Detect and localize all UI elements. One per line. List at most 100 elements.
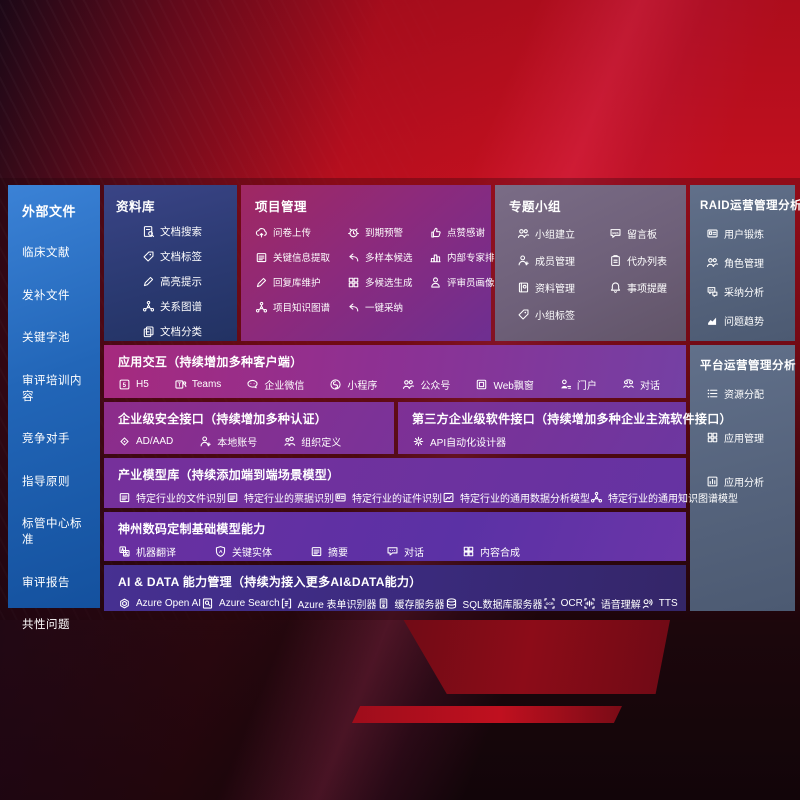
item-label: 留言板 — [627, 230, 657, 241]
feature-item: 问卷上传 — [255, 225, 343, 239]
svg-text:T: T — [178, 383, 182, 389]
panel-title: RAID运营管理分析 — [700, 200, 800, 212]
item-label: TTS — [658, 598, 678, 609]
feature-item: 回复库维护 — [255, 275, 343, 289]
feature-item: 公众号 — [402, 377, 450, 392]
item-label: 项目知识图谱 — [273, 303, 331, 314]
row-enterprise-security: 企业级安全接口（持续增加多种认证） AD/AAD 本地账号 组织定义 — [104, 402, 394, 454]
feature-item: 对话 — [622, 377, 660, 392]
feature-item: 文档标签 — [142, 247, 229, 266]
clipboard-icon — [609, 254, 622, 267]
feature-item: 用户锻炼 — [706, 226, 789, 241]
custom-base-model-list: 机器翻译 A 关键实体 摘要 对话 内容合成 — [118, 544, 674, 559]
feature-item: 内部专家排名 — [429, 250, 504, 264]
feature-item: 本地账号 — [199, 434, 257, 449]
doc-lines-icon — [255, 251, 268, 264]
item-label: 本地账号 — [217, 438, 258, 449]
doc-lines-icon — [310, 545, 323, 558]
feature-item: 特定行业的票据识别 — [226, 490, 334, 505]
person-add-icon — [517, 254, 530, 267]
chat-qa-icon: QA — [706, 285, 719, 298]
pencil-icon — [255, 276, 268, 289]
feature-item: API自动化设计器 — [412, 434, 506, 449]
item-label: 公众号 — [420, 381, 451, 392]
item-label: 回复库维护 — [273, 278, 321, 289]
panel-raid-ops-analysis: RAID运营管理分析 用户锻炼 角色管理 QA 采纳分析 问题趋势 — [690, 185, 800, 341]
app-interaction-list: 5 H5 T Teams 企业微信 小程序 公众号 — [118, 377, 674, 392]
item-label: 企业微信 — [264, 381, 305, 392]
item-label: 关键信息提取 — [273, 253, 331, 264]
svg-text:QA: QA — [709, 288, 714, 292]
item-label: 应用分析 — [724, 478, 764, 489]
doc-search-icon — [142, 225, 155, 238]
feature-item: 内容合成 — [462, 544, 520, 559]
image-chart-icon — [442, 491, 455, 504]
feature-item: 摘要 — [310, 544, 348, 559]
item-label: 问题趋势 — [724, 317, 764, 328]
chat-multi-icon — [622, 378, 635, 391]
doc-lines-icon — [226, 491, 239, 504]
item-label: 竞争对手 — [22, 433, 70, 445]
raid-ops-list: 用户锻炼 角色管理 QA 采纳分析 问题趋势 — [700, 226, 789, 328]
feature-item: 小组标签 — [517, 307, 601, 322]
item-label: 小组标签 — [535, 311, 575, 322]
alarm-icon — [347, 226, 360, 239]
id-card-icon — [334, 491, 347, 504]
feature-item: 问题趋势 — [706, 313, 789, 328]
feature-item: 特定行业的文件识别 — [118, 490, 226, 505]
feature-item: 代办列表 — [609, 253, 678, 268]
item-label: 内容合成 — [480, 548, 520, 559]
feature-item: 关系图谱 — [142, 297, 229, 316]
puzzle-icon — [462, 545, 475, 558]
panel-repository: 资料库 文档搜索 文档标签 高亮提示 关系图谱 — [104, 185, 237, 341]
sidebar-item: 标管中心标准 — [22, 515, 92, 547]
tag-icon — [517, 308, 530, 321]
sidebar-item: 审评报告 — [22, 574, 92, 590]
feature-item: 应用分析 — [706, 474, 789, 489]
chat-icon — [386, 545, 399, 558]
feature-item: Azure Search — [201, 597, 280, 610]
item-label: 临床文献 — [22, 247, 70, 259]
item-label: H5 — [136, 379, 149, 390]
sidebar-item: 关键字池 — [22, 329, 92, 345]
item-label: 问卷上传 — [273, 228, 312, 239]
feature-item: 5 H5 — [118, 378, 149, 391]
item-label: 文档搜索 — [160, 226, 202, 238]
sidebar-item: 共性问题 — [22, 616, 92, 632]
bell-icon — [609, 281, 622, 294]
item-label: 成员管理 — [535, 257, 575, 268]
server-icon — [377, 597, 390, 610]
feature-item: 特定行业的通用数据分析模型 — [442, 490, 590, 505]
feature-item: Azure 表单识别器 — [280, 596, 377, 611]
feature-item: 事项提醒 — [609, 280, 678, 295]
translate-icon — [118, 545, 131, 558]
item-label: 关系图谱 — [160, 301, 202, 313]
reply-icon — [347, 301, 360, 314]
item-label: 审评培训内容 — [22, 374, 82, 403]
feature-item: Web飘窗 — [475, 377, 534, 392]
reply-icon — [347, 251, 360, 264]
feature-item: QA 采纳分析 — [706, 284, 789, 299]
panel-title: 资料库 — [116, 200, 156, 214]
sidebar-item: 审评培训内容 — [22, 372, 92, 404]
row-thirdparty-software: 第三方企业级软件接口（持续增加多种企业主流软件接口） API自动化设计器 — [398, 402, 732, 454]
sidebar-item: 竞争对手 — [22, 430, 92, 446]
item-label: 对话 — [404, 548, 424, 559]
item-label: 特定行业的通用知识图谱模型 — [608, 494, 738, 505]
people-icon — [402, 378, 415, 391]
doc-lines-icon — [118, 491, 131, 504]
svg-text:OCR: OCR — [545, 602, 553, 606]
feature-item: 特定行业的证件识别 — [334, 490, 442, 505]
item-label: 关键实体 — [232, 548, 272, 559]
item-label: 用户锻炼 — [724, 230, 764, 241]
feature-item: AD/AAD — [118, 435, 173, 448]
item-label: 文档标签 — [160, 251, 202, 263]
org-icon — [283, 435, 296, 448]
item-label: 资料管理 — [535, 284, 575, 295]
feature-item: 成员管理 — [517, 253, 601, 268]
item-label: 代办列表 — [627, 257, 667, 268]
item-label: 审评报告 — [22, 576, 70, 589]
topic-groups-grid: 小组建立 BBS 留言板 成员管理 代办列表 资料管理 — [509, 226, 678, 322]
thumb-icon — [429, 226, 442, 239]
item-label: 小组建立 — [535, 230, 575, 241]
